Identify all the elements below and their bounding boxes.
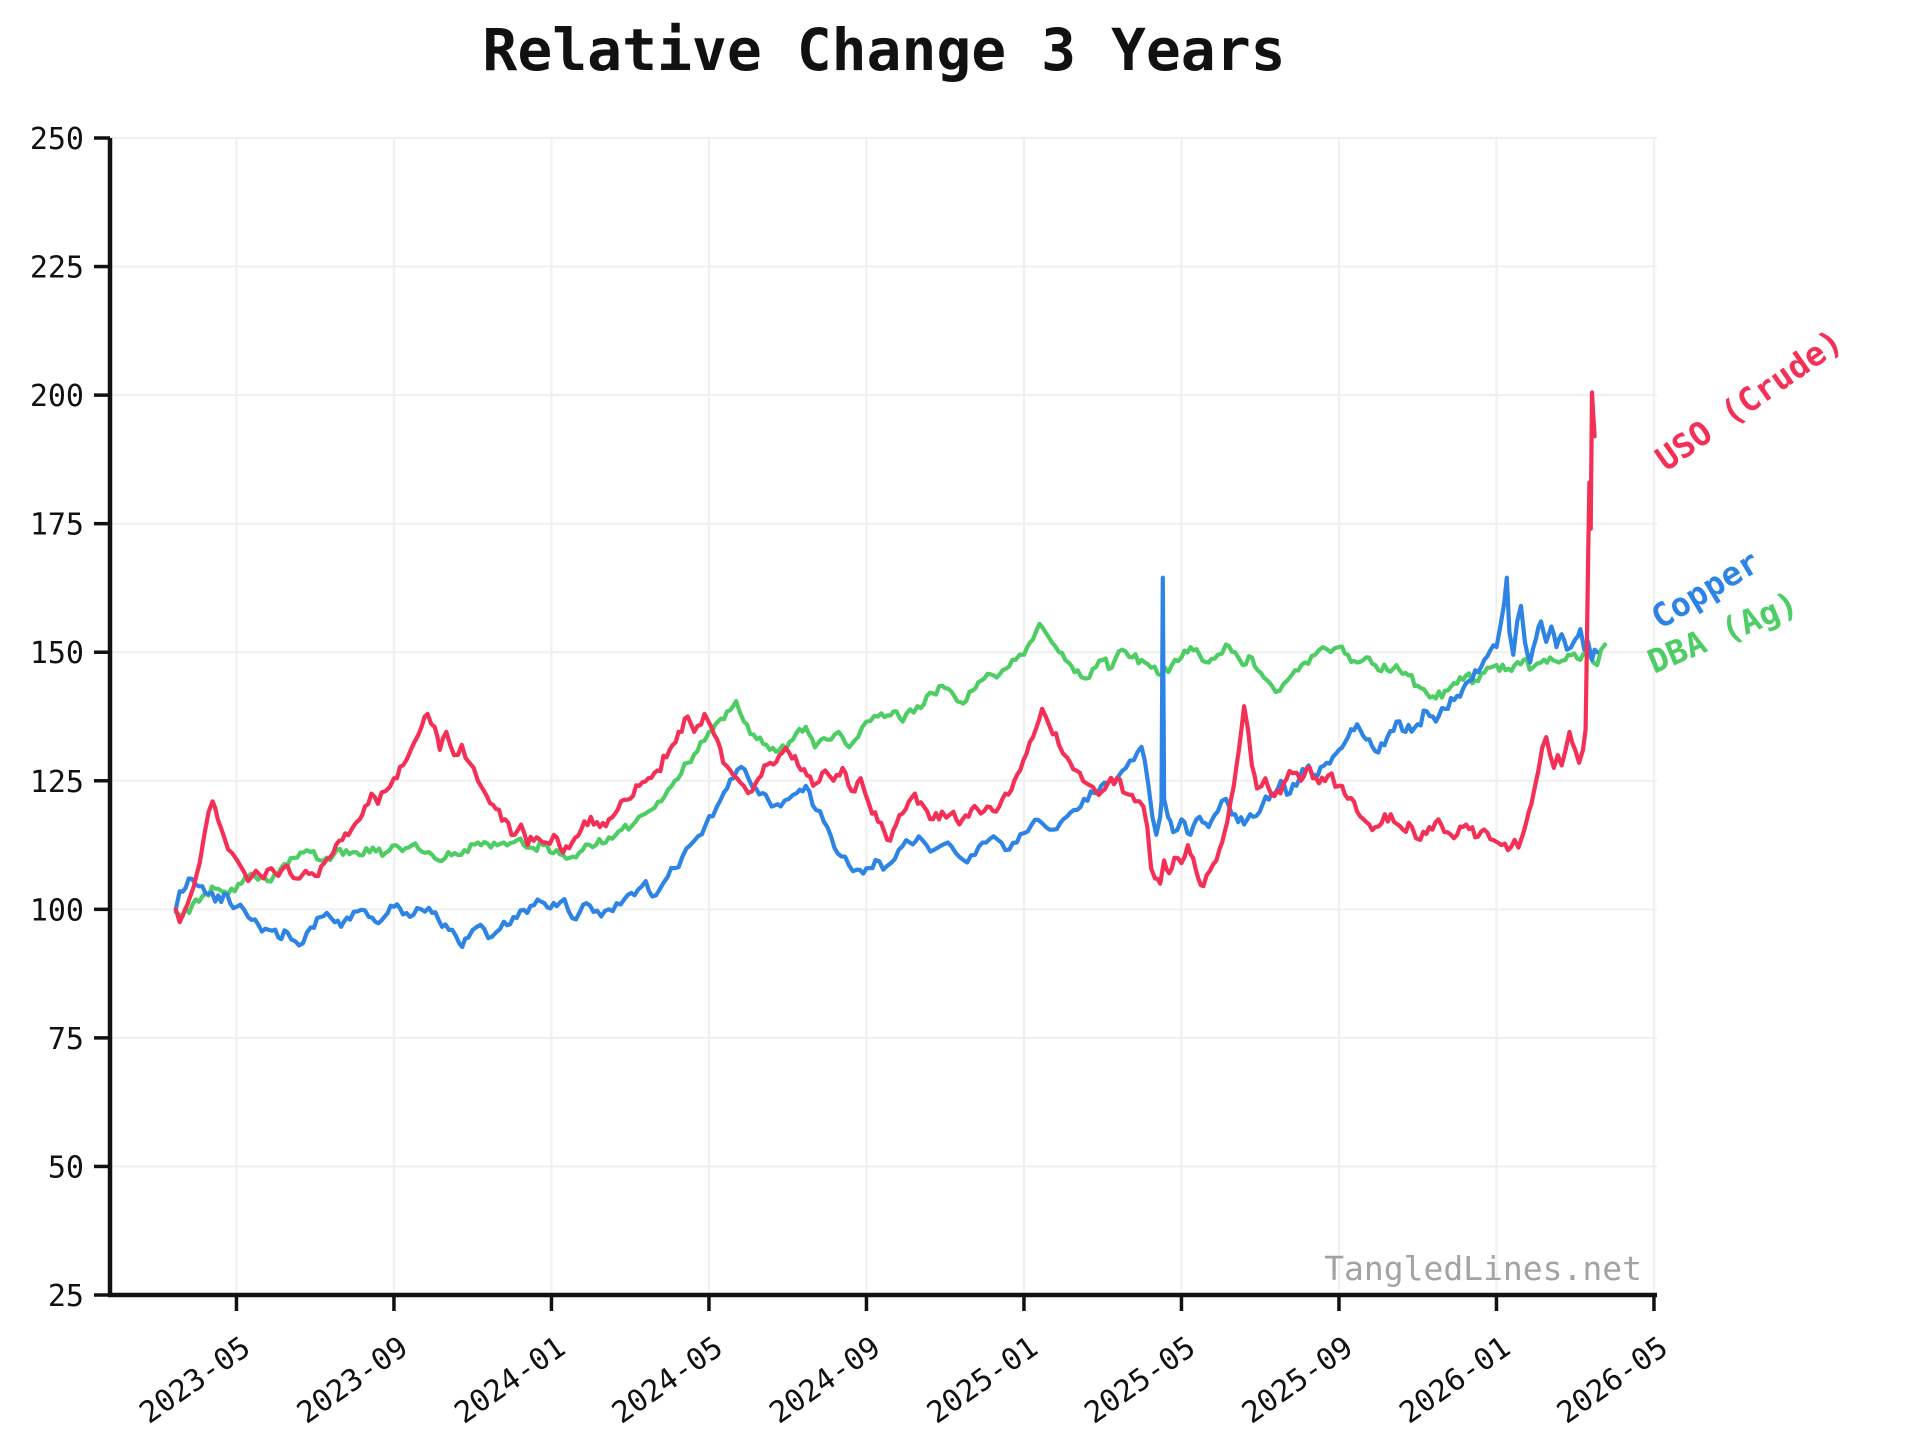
axes <box>94 136 1657 1311</box>
x-tick-label: 2023-09 <box>291 1330 415 1431</box>
y-tick-label: 50 <box>48 1150 84 1185</box>
x-tick-label: 2026-05 <box>1551 1330 1675 1431</box>
x-tick-label: 2024-01 <box>448 1330 572 1431</box>
x-tick-label: 2023-05 <box>133 1330 257 1431</box>
x-tick-label: 2025-09 <box>1236 1330 1360 1431</box>
x-tick-label: 2025-01 <box>921 1330 1045 1431</box>
y-tick-label: 125 <box>30 765 84 800</box>
tick-labels: 25 50 75 100 125 150 175 200 225 250 2023-05 2023-0… <box>30 122 1675 1431</box>
chart-title: Relative Change 3 Years <box>482 16 1285 84</box>
series-labels: USO (Crude) Copper DBA (Ag) <box>1642 321 1850 681</box>
x-tick-label: 2024-05 <box>606 1330 730 1431</box>
y-tick-label: 75 <box>48 1022 84 1057</box>
gridlines <box>110 136 1657 1297</box>
series-line-uso-crude <box>173 390 1597 925</box>
y-tick-label: 100 <box>30 893 84 928</box>
series-label-uso: USO (Crude) <box>1648 321 1849 478</box>
y-tick-label: 150 <box>30 636 84 671</box>
x-tick-label: 2025-05 <box>1078 1330 1202 1431</box>
series-line-copper <box>173 575 1600 950</box>
x-tick-label: 2024-09 <box>763 1330 887 1431</box>
y-tick-label: 250 <box>30 122 84 157</box>
series-line-dba-ag <box>173 621 1608 920</box>
x-tick-label: 2026-01 <box>1393 1330 1517 1431</box>
y-tick-label: 25 <box>48 1279 84 1314</box>
watermark-text: TangledLines.net <box>1324 1249 1642 1288</box>
y-tick-label: 225 <box>30 251 84 286</box>
series-lines <box>173 390 1608 950</box>
y-tick-label: 200 <box>30 379 84 414</box>
y-tick-label: 175 <box>30 508 84 543</box>
